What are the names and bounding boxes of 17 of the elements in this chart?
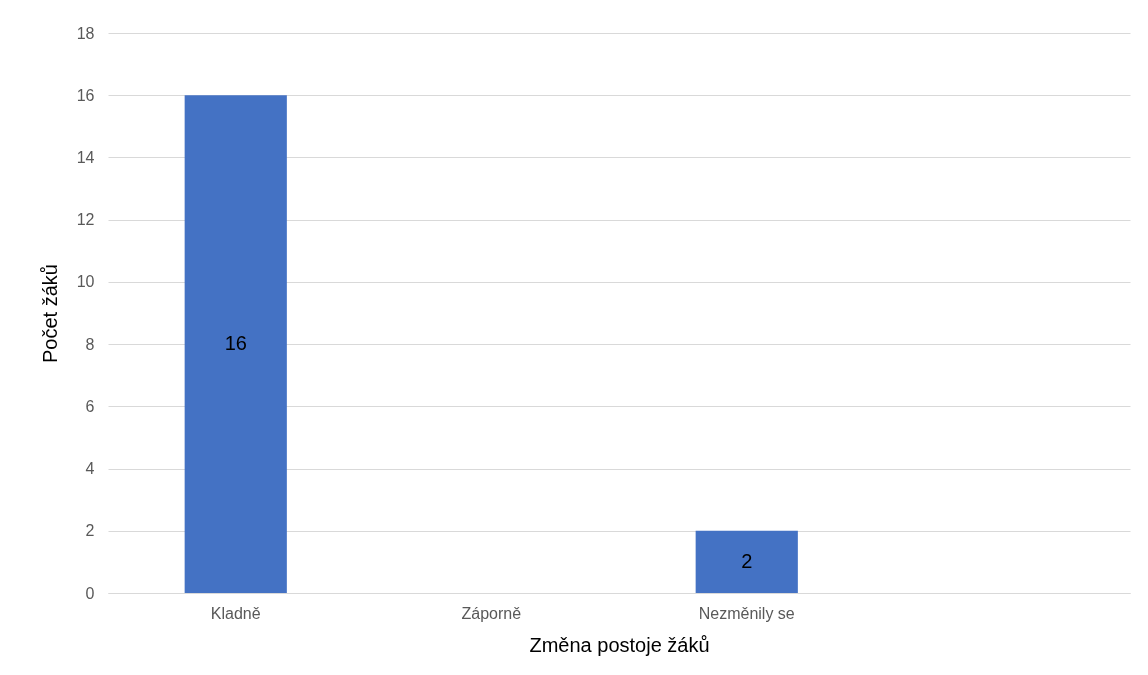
y-tick-label: 16	[76, 86, 95, 104]
x-tick-label: Záporně	[461, 604, 522, 622]
x-axis-title: Změna postoje žáků	[529, 633, 710, 656]
y-tick-label: 0	[85, 584, 95, 602]
y-axis-title: Počet žáků	[38, 264, 61, 363]
y-tick-label: 18	[76, 24, 95, 42]
x-tick-label: Kladně	[210, 604, 261, 622]
y-tick-label: 12	[76, 211, 95, 229]
y-tick-label: 2	[85, 522, 95, 540]
y-tick-label: 14	[76, 148, 95, 166]
y-tick-label: 8	[85, 335, 95, 353]
data-label: 2	[741, 549, 753, 572]
x-tick-label: Nezměnily se	[698, 604, 795, 622]
y-tick-label: 4	[85, 460, 95, 478]
data-label: 16	[224, 332, 247, 355]
y-tick-label: 10	[76, 273, 95, 291]
y-tick-label: 6	[85, 397, 95, 415]
